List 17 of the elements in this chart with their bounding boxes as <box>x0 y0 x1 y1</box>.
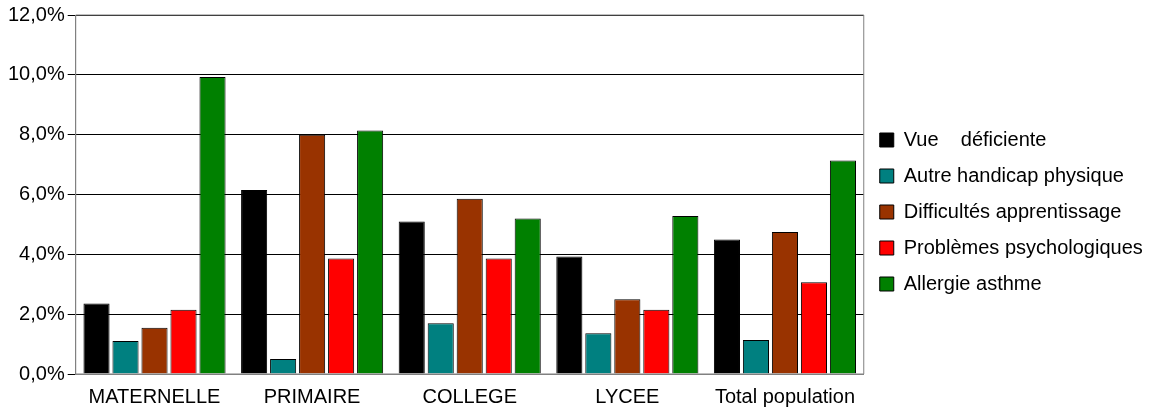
y-tick-label: 2,0% <box>19 301 65 324</box>
x-tick-label: COLLEGE <box>422 384 517 407</box>
x-tick-label: PRIMAIRE <box>263 384 361 407</box>
legend-label: Difficultés apprentissage <box>903 199 1122 222</box>
x-tick-label: Total population <box>714 384 855 407</box>
x-tick-label: LYCEE <box>595 384 660 407</box>
y-tick-label: 4,0% <box>19 241 65 264</box>
y-tick-label: 12,0% <box>7 2 65 25</box>
x-tick-label: MATERNELLE <box>88 384 221 407</box>
legend-label: Autre handicap physique <box>903 163 1124 186</box>
y-tick-label: 10,0% <box>7 62 65 85</box>
y-tick-label: 0,0% <box>19 361 65 384</box>
legend-label: Vue déficiente <box>903 127 1047 150</box>
legend-label: Allergie asthme <box>903 271 1042 294</box>
y-tick-label: 8,0% <box>19 122 65 145</box>
legend-label: Problèmes psychologiques <box>903 235 1143 258</box>
y-tick-label: 6,0% <box>19 182 65 205</box>
